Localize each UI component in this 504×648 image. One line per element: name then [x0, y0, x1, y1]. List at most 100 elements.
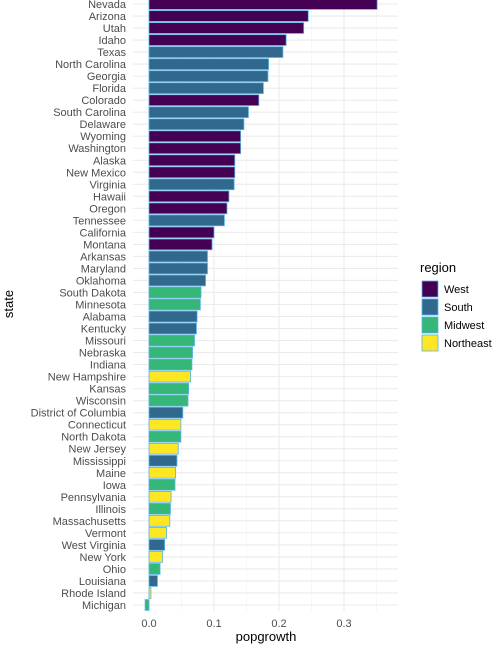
bar	[148, 214, 225, 227]
y-tick-label: Delaware	[80, 119, 126, 131]
legend-label: Midwest	[444, 320, 484, 332]
y-tick-label: North Dakota	[61, 432, 127, 444]
bar	[148, 250, 208, 263]
y-tick-label: Indiana	[90, 360, 127, 372]
bar	[148, 238, 213, 251]
y-tick-label: Tennessee	[73, 215, 126, 227]
y-axis-title: state	[1, 290, 16, 318]
bar	[148, 322, 197, 335]
bar	[148, 394, 189, 407]
bar	[148, 587, 152, 599]
bar	[148, 551, 164, 563]
bar	[148, 82, 264, 94]
bar	[148, 34, 287, 46]
y-tick-label: Missouri	[85, 336, 126, 348]
y-tick-label: West Virginia	[62, 540, 127, 552]
y-tick-label: Montana	[83, 239, 127, 251]
y-tick-label: Arkansas	[80, 251, 126, 263]
y-tick-label: Ohio	[103, 564, 126, 576]
y-tick-label: Alabama	[83, 312, 127, 324]
bar	[148, 0, 378, 10]
y-tick-label: New Hampshire	[48, 372, 126, 384]
y-tick-label: Vermont	[85, 528, 126, 540]
legend-label: West	[444, 284, 469, 296]
bar	[148, 503, 171, 515]
y-tick-label: Georgia	[87, 71, 127, 83]
y-tick-label: Washington	[68, 143, 126, 155]
y-tick-label: North Carolina	[55, 59, 127, 71]
y-tick-label: California	[80, 227, 127, 239]
legend-key	[421, 280, 439, 298]
y-tick-label: Illinois	[95, 504, 126, 516]
bar	[148, 418, 182, 431]
bar	[148, 154, 236, 167]
bar	[148, 226, 215, 239]
bar	[148, 491, 172, 503]
legend-label: South	[444, 302, 473, 314]
bar	[148, 22, 305, 34]
y-tick-label: South Dakota	[59, 287, 127, 299]
legend-key	[421, 334, 439, 352]
bar	[148, 202, 228, 215]
y-tick-label: Oklahoma	[76, 275, 127, 287]
bar	[148, 310, 198, 323]
bar	[148, 46, 284, 58]
bar	[148, 118, 245, 131]
y-tick-label: Wisconsin	[76, 396, 126, 408]
y-tick-label: Rhode Island	[61, 588, 126, 600]
y-tick-label: Virginia	[90, 179, 127, 191]
y-tick-label: Texas	[97, 47, 126, 59]
bar	[148, 106, 249, 118]
y-tick-label: Minnesota	[75, 300, 127, 312]
x-tick-label: 0.3	[336, 618, 351, 630]
y-tick-label: New Jersey	[69, 444, 127, 456]
bar	[148, 334, 195, 347]
y-tick-label: Maine	[96, 468, 126, 480]
x-tick-label: 0.1	[206, 618, 221, 630]
y-tick-label: Maryland	[81, 263, 126, 275]
legend-title: region	[420, 260, 456, 275]
x-tick-labels: 0.0 0.1 0.2 0.3	[141, 618, 351, 630]
x-tick-label: 0.2	[271, 618, 286, 630]
bar	[148, 370, 191, 383]
bar	[148, 58, 269, 70]
bar	[148, 130, 242, 143]
y-tick-label: Alaska	[93, 155, 127, 167]
bar	[148, 70, 269, 82]
y-tick-label: Oregon	[89, 203, 126, 215]
legend: region West South Midwest Northeast	[420, 260, 492, 352]
bar	[148, 178, 235, 191]
y-tick-label: Arizona	[89, 11, 127, 23]
y-tick-label: New York	[80, 552, 127, 564]
bar	[148, 10, 309, 22]
y-tick-label: Hawaii	[93, 191, 126, 203]
x-tick-label: 0.0	[141, 618, 156, 630]
y-tick-label: Iowa	[103, 480, 127, 492]
bar	[148, 442, 179, 455]
y-tick-label: Louisiana	[79, 576, 127, 588]
legend-label: Northeast	[444, 338, 492, 350]
y-tick-label: Mississippi	[73, 456, 126, 468]
bar	[148, 575, 158, 587]
y-tick-label: Florida	[92, 83, 127, 95]
y-tick-label: Massachusetts	[53, 516, 127, 528]
y-tick-label: South Carolina	[53, 107, 127, 119]
bar	[148, 166, 236, 179]
y-tick-label: Kansas	[89, 384, 126, 396]
y-tick-label: Colorado	[81, 95, 126, 107]
y-tick-label: Michigan	[82, 600, 126, 612]
bar	[148, 286, 202, 299]
y-tick-label: Nebraska	[79, 348, 127, 360]
y-tick-label: District of Columbia	[31, 408, 127, 420]
bar	[148, 454, 178, 467]
bars	[144, 0, 378, 611]
y-tick-label: Utah	[103, 23, 126, 35]
bar	[148, 563, 161, 575]
bar	[148, 94, 260, 106]
bar	[148, 406, 184, 419]
bar	[148, 382, 190, 395]
bar	[148, 515, 171, 527]
bar	[148, 298, 201, 311]
